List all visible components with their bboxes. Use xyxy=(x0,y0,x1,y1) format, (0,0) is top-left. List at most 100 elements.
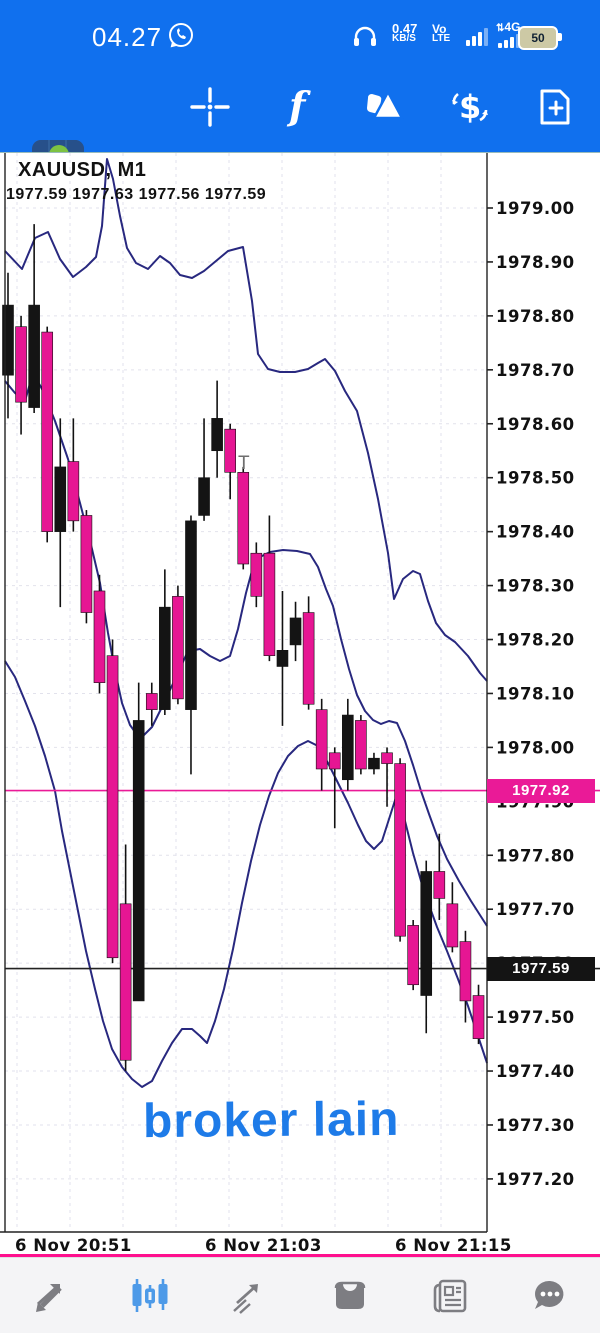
candle-body xyxy=(28,304,40,408)
candle-body xyxy=(433,871,446,899)
price-axis-label: 1978.50 xyxy=(496,469,575,488)
price-axis-label: 1978.00 xyxy=(496,738,575,757)
signal-bars-2 xyxy=(498,34,520,48)
nav-messages[interactable] xyxy=(500,1258,600,1333)
price-axis-label: 1978.10 xyxy=(496,684,575,703)
price-axis-label: 1978.40 xyxy=(496,523,575,542)
candle-body xyxy=(224,428,236,473)
inbox-icon xyxy=(334,1278,366,1309)
candle-body xyxy=(211,418,223,452)
chart-area[interactable]: 1979.00 1978.90 1978.80 1978.70 1978.60 1978.… xyxy=(0,152,600,1257)
nav-charts[interactable] xyxy=(100,1258,200,1333)
indicators-f-icon[interactable]: f xyxy=(267,62,327,152)
objects-icon[interactable] xyxy=(353,62,413,152)
whatsapp-icon xyxy=(169,23,193,48)
candle-body xyxy=(289,617,302,646)
status-bar: 04.27 0.47 KB/S Vo LTE xyxy=(0,0,600,60)
symbol-timeframe-label: XAUUSD, M1 xyxy=(18,159,147,181)
nav-quotes[interactable] xyxy=(0,1258,100,1333)
trend-arrow-icon xyxy=(233,1284,258,1314)
candle-body xyxy=(342,714,354,781)
chart-toolbar: f $ xyxy=(0,62,600,192)
time-axis-label: 6 Nov 21:15 xyxy=(395,1236,512,1255)
price-axis-label: 1977.20 xyxy=(496,1170,575,1189)
candle-body xyxy=(159,606,171,710)
price-axis-label: 1978.70 xyxy=(496,361,575,380)
quotes-arrows-icon xyxy=(36,1284,62,1312)
candle-body xyxy=(237,472,250,565)
candle-body xyxy=(67,461,80,522)
price-axis-label: 1978.80 xyxy=(496,307,575,326)
candle-body xyxy=(368,757,380,770)
price-axis-label: 1977.30 xyxy=(496,1116,575,1135)
broker-watermark: broker lain xyxy=(142,1092,400,1149)
candlestick-chart: 1979.00 1978.90 1978.80 1978.70 1978.60 1978.… xyxy=(0,153,600,1255)
candle-body xyxy=(198,477,210,516)
nav-news[interactable] xyxy=(400,1258,500,1333)
candle-body xyxy=(93,590,106,683)
candle-body xyxy=(106,655,119,959)
candle-body xyxy=(54,466,67,532)
bollinger-upper-band xyxy=(4,158,488,682)
price-axis-label: 1977.70 xyxy=(496,900,575,919)
candle-body xyxy=(2,304,14,376)
time-axis-label: 6 Nov 20:51 xyxy=(15,1236,132,1255)
candle-body xyxy=(394,763,406,937)
candle-body xyxy=(381,752,393,764)
candle-body xyxy=(41,331,54,532)
price-axis-label: 1978.30 xyxy=(496,577,575,596)
candle-body xyxy=(250,552,263,597)
svg-text:f: f xyxy=(286,85,311,128)
crosshair-icon[interactable] xyxy=(180,62,240,152)
svg-text:$: $ xyxy=(459,88,481,126)
bottom-navigation xyxy=(0,1257,600,1333)
price-axis-label: 1977.80 xyxy=(496,846,575,865)
new-order-icon[interactable] xyxy=(526,62,586,152)
ohlc-values-label: 1977.59 1977.63 1977.56 1977.59 xyxy=(6,186,267,203)
headset-icon xyxy=(354,26,376,46)
text-object-marker: T xyxy=(238,453,250,474)
candle-body xyxy=(172,596,184,700)
nav-trade[interactable] xyxy=(200,1258,300,1333)
candle-body xyxy=(263,552,276,657)
candle-body xyxy=(328,752,341,770)
price-axis-label: 1978.20 xyxy=(496,631,575,650)
net-type-label: ⇅4G xyxy=(496,20,521,34)
price-axis-label: 1979.00 xyxy=(496,199,575,218)
candle-body xyxy=(472,995,485,1039)
price-axis-label: 1978.60 xyxy=(496,415,575,434)
chat-bubble-icon xyxy=(535,1280,564,1309)
status-clock: 04.27 xyxy=(92,22,163,52)
candle-body xyxy=(15,326,27,403)
candle-body xyxy=(302,612,315,705)
candle-body xyxy=(276,650,289,667)
candle-body xyxy=(407,925,419,986)
newspaper-icon xyxy=(433,1279,467,1313)
battery-indicator: 50 xyxy=(518,26,562,50)
chart-bottom-separator xyxy=(0,1254,600,1257)
candle-body xyxy=(185,520,197,710)
candle-body xyxy=(80,515,93,613)
ask-price-tag: 1977.92 xyxy=(487,778,595,803)
candle-body xyxy=(355,720,367,770)
candle-body xyxy=(132,720,145,1002)
trade-dollar-icon[interactable]: $ xyxy=(439,62,499,152)
net-speed: 0.47 KB/S xyxy=(392,21,418,44)
candlestick-chart-icon xyxy=(132,1279,168,1312)
bollinger-lower-band xyxy=(4,660,488,1088)
candle-body xyxy=(446,903,459,948)
volte-indicator: Vo LTE xyxy=(432,22,451,44)
signal-bars-1 xyxy=(466,28,488,46)
top-blue-area: 04.27 0.47 KB/S Vo LTE xyxy=(0,0,600,192)
time-axis-label: 6 Nov 21:03 xyxy=(205,1236,322,1255)
candle-body xyxy=(119,903,132,1061)
candle-body xyxy=(145,693,158,710)
close-price-tag: 1977.59 xyxy=(487,956,595,981)
candle-body xyxy=(420,871,433,996)
nav-history[interactable] xyxy=(300,1258,400,1333)
candle-body xyxy=(459,941,472,1002)
candle-body xyxy=(315,709,328,770)
price-axis-label: 1978.90 xyxy=(496,253,575,272)
price-axis-label: 1977.40 xyxy=(496,1062,575,1081)
